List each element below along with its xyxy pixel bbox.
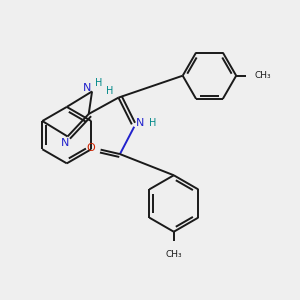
- Text: H: H: [95, 78, 103, 88]
- Text: O: O: [86, 143, 95, 153]
- Text: CH₃: CH₃: [166, 250, 182, 259]
- Text: CH₃: CH₃: [254, 71, 271, 80]
- Text: H: H: [106, 86, 114, 96]
- Text: N: N: [61, 138, 69, 148]
- Text: N: N: [135, 118, 144, 128]
- Text: H: H: [149, 118, 156, 128]
- Text: N: N: [83, 83, 92, 93]
